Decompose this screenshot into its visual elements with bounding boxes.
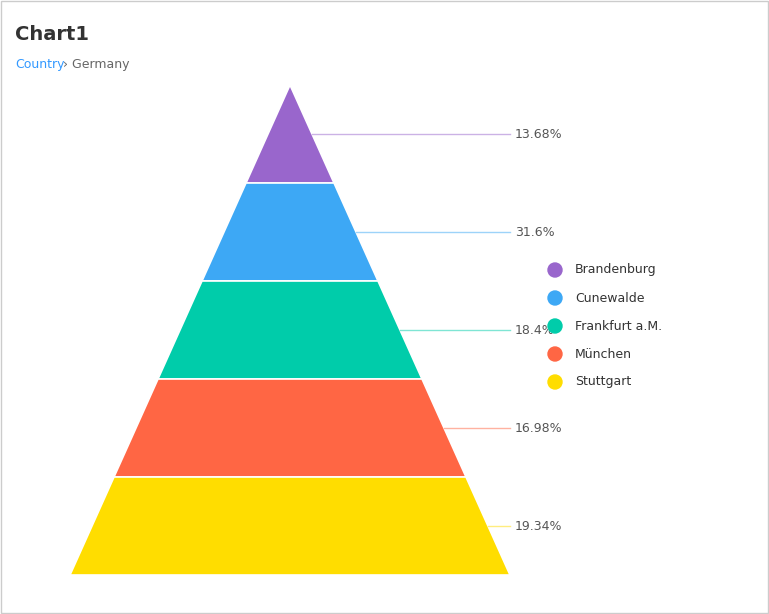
Text: 19.34%: 19.34% — [515, 519, 562, 532]
Text: Frankfurt a.M.: Frankfurt a.M. — [575, 319, 662, 333]
Text: Cunewalde: Cunewalde — [575, 292, 644, 305]
Text: 13.68%: 13.68% — [515, 128, 563, 141]
Text: Chart1: Chart1 — [15, 25, 89, 44]
Polygon shape — [70, 477, 510, 575]
Text: Stuttgart: Stuttgart — [575, 376, 631, 389]
Text: 18.4%: 18.4% — [515, 324, 554, 336]
Circle shape — [548, 263, 562, 277]
Circle shape — [548, 319, 562, 333]
Polygon shape — [158, 281, 422, 379]
Text: Brandenburg: Brandenburg — [575, 263, 657, 276]
Polygon shape — [246, 85, 334, 183]
Circle shape — [548, 375, 562, 389]
Polygon shape — [114, 379, 466, 477]
Text: 31.6%: 31.6% — [515, 225, 554, 238]
Text: 16.98%: 16.98% — [515, 421, 563, 435]
Text: › Germany: › Germany — [59, 58, 129, 71]
Polygon shape — [202, 183, 378, 281]
Text: Country: Country — [15, 58, 65, 71]
Text: München: München — [575, 348, 632, 360]
Circle shape — [548, 291, 562, 305]
Circle shape — [548, 347, 562, 361]
